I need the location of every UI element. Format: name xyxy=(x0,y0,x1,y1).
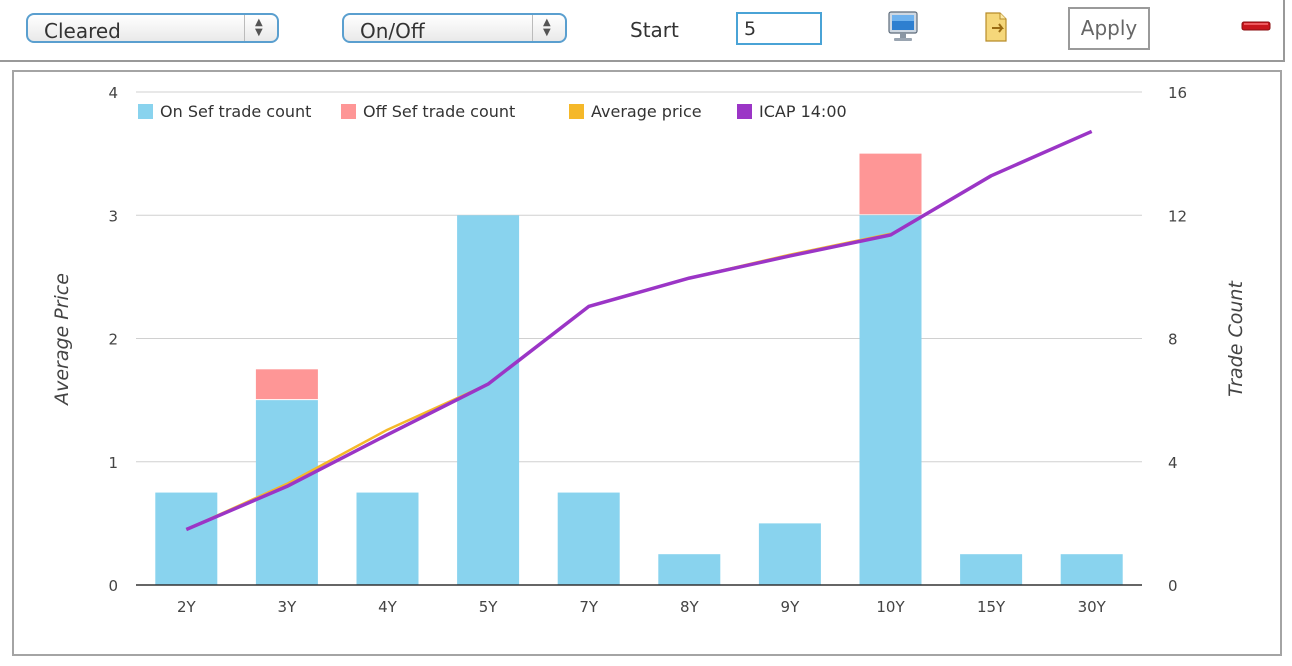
x-tick-label: 4Y xyxy=(378,598,398,616)
bar-on-sef xyxy=(960,554,1023,585)
legend-swatch xyxy=(138,104,153,119)
select-arrows-icon: ▲ ▼ xyxy=(532,15,565,41)
x-tick-label: 3Y xyxy=(278,598,298,616)
toolbar: Cleared ▲▼ On/Off ▲▼ Start Apply xyxy=(0,0,1285,62)
legend-swatch xyxy=(569,104,584,119)
legend-label: Average price xyxy=(591,102,702,121)
bar-on-sef xyxy=(457,215,520,585)
bar-on-sef xyxy=(1060,554,1123,585)
y-right-tick-label: 12 xyxy=(1168,207,1187,225)
monitor-icon[interactable] xyxy=(886,10,920,44)
bar-on-sef xyxy=(658,554,721,585)
bar-on-sef xyxy=(859,215,922,585)
select-arrows-icon: ▲ ▼ xyxy=(244,15,277,41)
bar-on-sef xyxy=(758,523,821,585)
y-left-axis-title: Average Price xyxy=(51,273,73,407)
y-right-axis-title: Trade Count xyxy=(1225,280,1247,397)
y-left-tick-label: 1 xyxy=(108,454,118,472)
y-left-tick-label: 3 xyxy=(108,207,118,225)
bar-off-sef xyxy=(255,369,318,400)
chart-panel: 0 1 2 3 4 0 4 8 12 16 Average Price Trade Count 2Y 3Y… xyxy=(12,70,1282,656)
x-tick-label: 7Y xyxy=(579,598,599,616)
x-tick-label: 15Y xyxy=(977,598,1006,616)
bar-off-sef xyxy=(859,153,922,215)
x-tick-label: 8Y xyxy=(680,598,700,616)
legend-label: On Sef trade count xyxy=(160,102,311,121)
bar-on-sef xyxy=(557,492,620,585)
bar-on-sef xyxy=(155,492,218,585)
x-tick-label: 10Y xyxy=(876,598,905,616)
y-left-tick-label: 4 xyxy=(108,84,118,102)
x-tick-label: 5Y xyxy=(479,598,499,616)
y-right-tick-label: 4 xyxy=(1168,454,1178,472)
clearing-select-value: Cleared xyxy=(44,19,121,43)
y-right-tick-label: 16 xyxy=(1168,84,1187,102)
y-right-tick-label: 8 xyxy=(1168,331,1178,349)
onoff-select[interactable]: On/Off ▲ ▼ xyxy=(342,13,567,43)
x-tick-label: 30Y xyxy=(1078,598,1107,616)
start-input[interactable] xyxy=(736,12,822,45)
legend-label: ICAP 14:00 xyxy=(759,102,847,121)
line-icap-1400 xyxy=(185,129,1093,532)
x-tick-label: 9Y xyxy=(781,598,801,616)
clearing-select[interactable]: Cleared ▲ ▼ xyxy=(26,13,279,43)
remove-icon[interactable] xyxy=(1241,21,1271,31)
legend-label: Off Sef trade count xyxy=(363,102,515,121)
x-tick-label: 2Y xyxy=(177,598,197,616)
bar-on-sef xyxy=(356,492,419,585)
legend-swatch xyxy=(341,104,356,119)
export-icon[interactable] xyxy=(980,10,1014,44)
y-left-tick-label: 2 xyxy=(108,331,118,349)
start-label: Start xyxy=(630,18,679,42)
y-right-tick-label: 0 xyxy=(1168,577,1178,595)
onoff-select-value: On/Off xyxy=(360,19,425,43)
apply-button[interactable]: Apply xyxy=(1068,7,1150,50)
y-left-tick-label: 0 xyxy=(108,577,118,595)
legend-swatch xyxy=(737,104,752,119)
